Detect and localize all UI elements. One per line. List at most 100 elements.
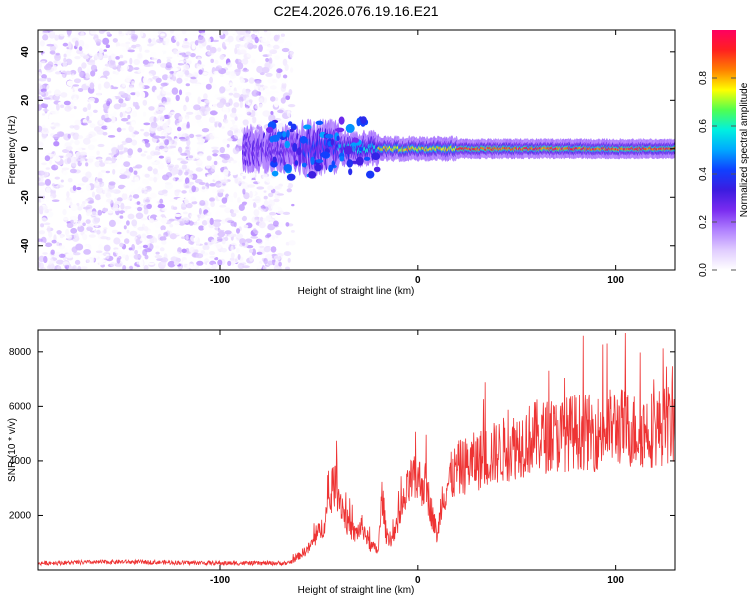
heatmap-cell xyxy=(229,112,237,118)
heatmap-cell xyxy=(81,176,89,183)
heatmap-cell xyxy=(123,225,127,230)
heatmap-cell xyxy=(40,217,48,224)
heatmap-cell xyxy=(135,123,141,129)
heatmap-cell xyxy=(161,189,168,194)
heatmap-cell xyxy=(133,170,138,175)
heatmap-cell xyxy=(209,46,217,54)
heatmap-cell xyxy=(154,47,163,54)
heatmap-cell xyxy=(253,209,260,217)
heatmap-cell xyxy=(235,248,240,253)
heatmap-cell xyxy=(219,204,227,208)
heatmap-cell xyxy=(38,61,42,69)
heatmap-cell xyxy=(119,215,124,219)
heatmap-cell xyxy=(162,74,169,81)
heatmap-cell xyxy=(176,41,180,47)
heatmap-cell xyxy=(70,227,78,234)
heatmap-cell xyxy=(255,126,259,132)
heatmap-cell xyxy=(171,174,179,178)
heatmap-cell xyxy=(172,75,177,82)
heatmap-cell xyxy=(146,235,153,239)
heatmap-cell xyxy=(225,102,231,107)
heatmap-cell xyxy=(150,121,158,129)
heatmap-cell xyxy=(108,107,114,115)
heatmap-cell xyxy=(38,125,43,133)
heatmap-cell xyxy=(213,219,222,223)
heatmap-cell xyxy=(182,106,188,111)
heatmap-cell xyxy=(254,111,258,117)
heatmap-cell xyxy=(95,39,102,44)
heatmap-cell xyxy=(221,248,227,253)
heatmap-cell xyxy=(266,126,274,133)
heatmap-cell xyxy=(184,157,192,162)
heatmap-cell xyxy=(97,258,106,266)
heatmap-cell xyxy=(51,199,60,202)
heatmap-cell xyxy=(345,123,355,133)
heatmap-cell xyxy=(108,63,117,69)
heatmap-cell xyxy=(157,114,165,121)
heatmap-cell xyxy=(82,233,88,241)
heatmap-cell xyxy=(62,60,68,68)
heatmap-cell xyxy=(63,217,69,221)
heatmap-cell xyxy=(165,92,172,96)
heatmap-cell xyxy=(230,71,236,77)
heatmap-cell xyxy=(252,30,259,33)
heatmap-cell xyxy=(290,230,295,233)
heatmap-cell xyxy=(299,136,308,144)
heatmap-cell xyxy=(67,119,75,126)
heatmap-cell xyxy=(46,135,50,142)
heatmap-cell xyxy=(50,31,56,35)
heatmap-cell xyxy=(214,122,218,128)
heatmap-cell xyxy=(117,142,123,145)
heatmap-cell xyxy=(198,225,205,231)
heatmap-cell xyxy=(185,185,190,189)
heatmap-cell xyxy=(82,229,89,233)
heatmap-cell xyxy=(103,227,108,230)
heatmap-cell xyxy=(90,30,97,35)
heatmap-cell xyxy=(111,54,116,61)
heatmap-cell xyxy=(154,89,160,96)
heatmap-cell xyxy=(111,147,119,155)
heatmap-cell xyxy=(46,84,51,91)
heatmap-cell xyxy=(272,78,278,84)
heatmap-cell xyxy=(226,62,233,68)
heatmap-cell xyxy=(280,97,286,104)
heatmap-cell xyxy=(236,147,240,153)
heatmap-cell xyxy=(38,176,44,183)
heatmap-cell xyxy=(62,208,67,216)
heatmap-cell xyxy=(168,177,176,183)
heatmap-cell xyxy=(147,166,153,172)
heatmap-cell xyxy=(185,202,193,209)
heatmap-cell xyxy=(144,254,149,260)
heatmap-cell xyxy=(194,40,199,46)
heatmap-cell xyxy=(208,116,216,123)
heatmap-cell xyxy=(48,160,53,165)
heatmap-cell xyxy=(181,236,185,239)
colorbar-tick-label: 0.2 xyxy=(698,215,709,229)
heatmap-cell xyxy=(202,244,210,251)
heatmap-cell xyxy=(137,85,145,89)
heatmap-cell xyxy=(127,114,131,120)
heatmap-cell xyxy=(76,202,80,207)
heatmap-cell xyxy=(74,56,81,60)
heatmap-cell xyxy=(174,213,182,217)
heatmap-cell xyxy=(209,255,216,259)
heatmap-cell xyxy=(90,211,98,217)
heatmap-cell xyxy=(241,173,247,177)
heatmap-cell xyxy=(74,139,80,146)
heatmap-cell xyxy=(39,230,45,235)
heatmap-cell xyxy=(100,236,109,240)
heatmap-cell xyxy=(255,263,263,269)
heatmap-cell xyxy=(209,126,215,132)
heatmap-cell xyxy=(259,86,264,93)
heatmap-cell xyxy=(234,69,242,73)
heatmap-cell xyxy=(287,183,294,189)
heatmap-cell xyxy=(84,158,88,162)
heatmap-cell xyxy=(205,106,211,112)
heatmap-cell xyxy=(80,203,86,208)
heatmap-cell xyxy=(178,52,186,56)
heatmap-cell xyxy=(95,187,104,194)
heatmap-cell xyxy=(66,222,74,228)
heatmap-cell xyxy=(246,245,254,249)
heatmap-cell xyxy=(198,121,204,128)
heatmap-cell xyxy=(46,43,55,47)
